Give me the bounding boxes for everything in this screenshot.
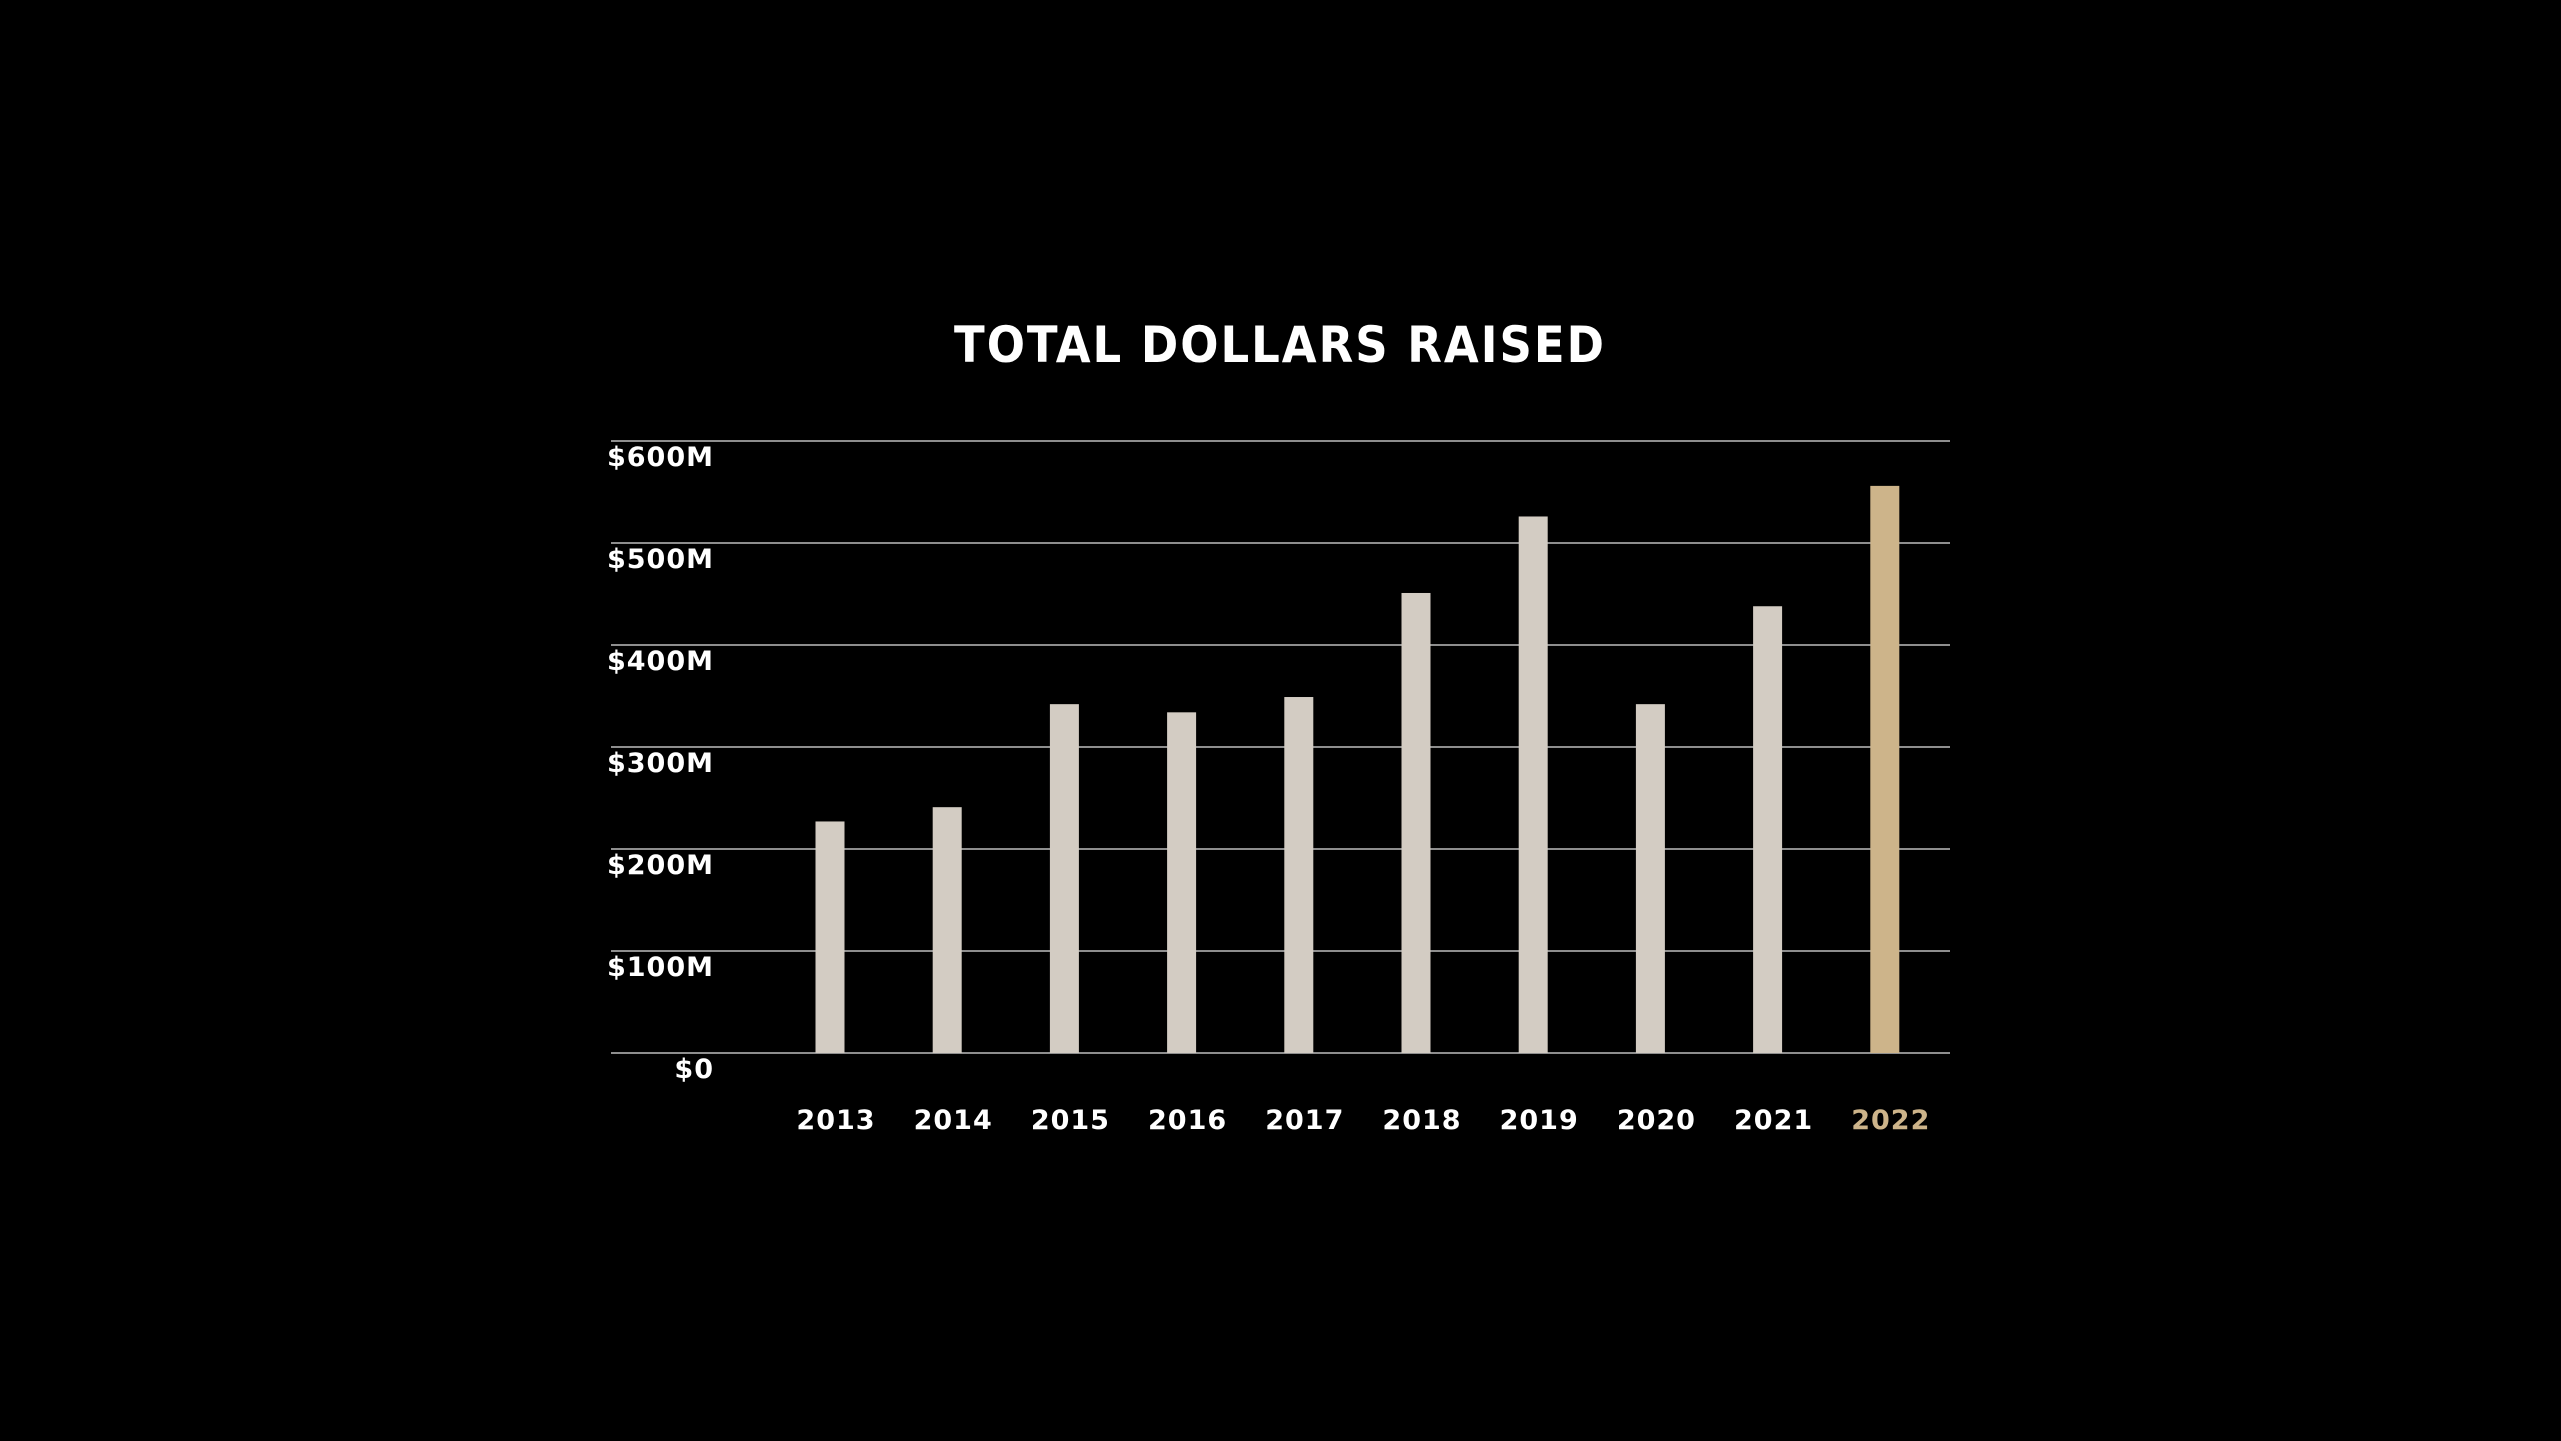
bar — [1518, 516, 1548, 1053]
x-tick-label-highlighted: 2022 — [1851, 1105, 1930, 1136]
chart-title: TOTAL DOLLARS RAISED — [954, 316, 1606, 374]
y-tick-label: $0 — [674, 1054, 714, 1085]
x-tick-label: 2016 — [1148, 1105, 1227, 1136]
bars — [815, 485, 1900, 1053]
y-tick-label: $200M — [607, 850, 714, 881]
bar — [932, 807, 962, 1053]
y-tick-label: $600M — [607, 442, 714, 473]
bar — [1635, 704, 1665, 1053]
bar — [815, 821, 845, 1053]
y-tick-label: $300M — [607, 748, 714, 779]
x-axis-tick-labels: 2013 2014 2015 2016 2017 2018 2019 2020 2021 2022 — [796, 1105, 1930, 1136]
x-tick-label: 2017 — [1265, 1105, 1344, 1136]
bar — [1401, 592, 1431, 1053]
bar — [1049, 704, 1079, 1053]
x-tick-label: 2020 — [1617, 1105, 1696, 1136]
x-tick-label: 2015 — [1031, 1105, 1110, 1136]
bar — [1753, 606, 1783, 1053]
y-tick-label: $100M — [607, 952, 714, 983]
x-tick-label: 2013 — [796, 1105, 875, 1136]
y-tick-label: $500M — [607, 544, 714, 575]
y-tick-label: $400M — [607, 646, 714, 677]
bar-highlighted — [1870, 485, 1900, 1053]
x-tick-label: 2018 — [1382, 1105, 1461, 1136]
y-axis-tick-labels: $0 $100M $200M $300M $400M $500M $600M — [607, 442, 714, 1085]
x-tick-label: 2014 — [914, 1105, 993, 1136]
bar — [1284, 697, 1314, 1053]
bar — [1167, 712, 1197, 1053]
x-tick-label: 2019 — [1500, 1105, 1579, 1136]
x-tick-label: 2021 — [1734, 1105, 1813, 1136]
